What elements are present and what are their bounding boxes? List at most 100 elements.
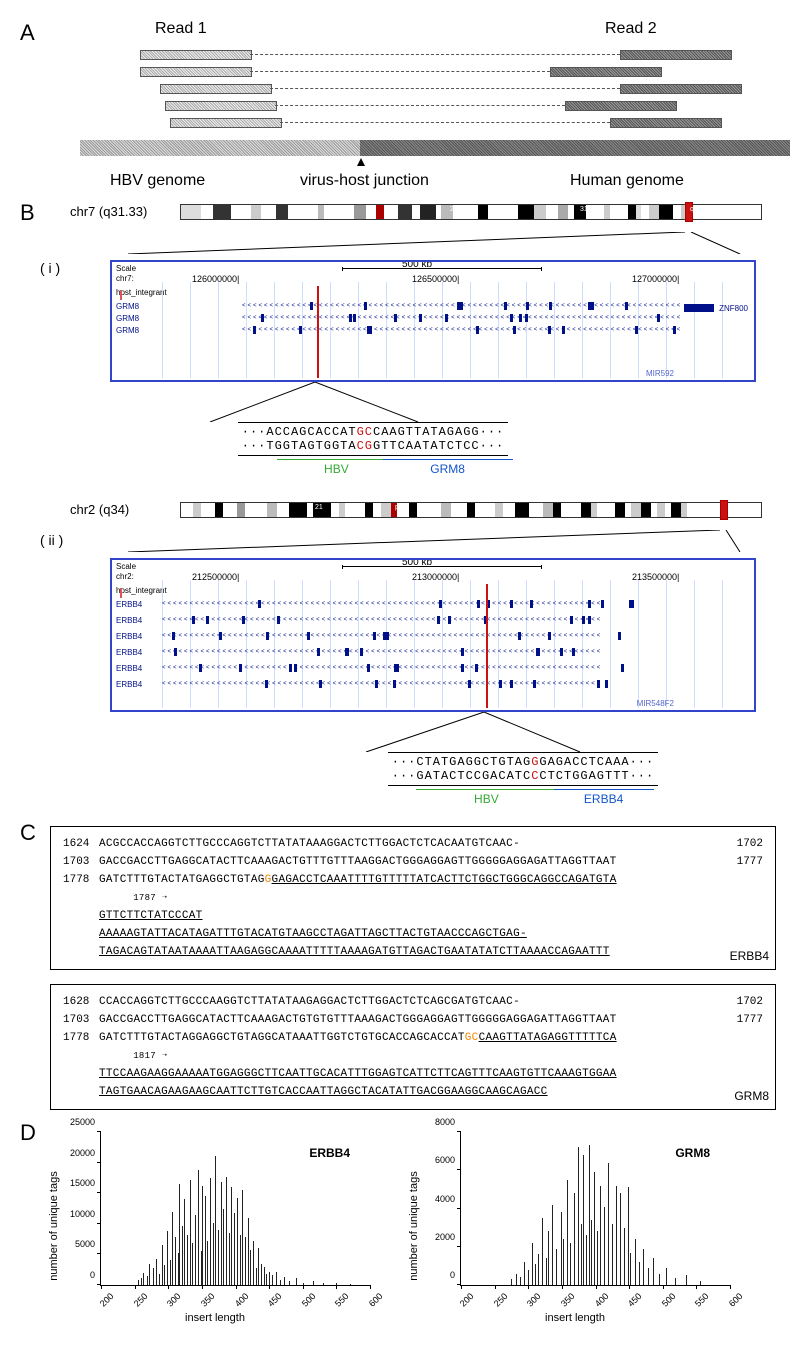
bar — [289, 1281, 290, 1285]
gene-track-label: ERBB4 — [116, 680, 142, 689]
ytick-label: 0 — [90, 1270, 95, 1280]
bar — [516, 1274, 517, 1285]
exon — [588, 616, 591, 624]
ideo-band — [181, 503, 193, 517]
ideo-band — [324, 205, 354, 219]
seq1-underlines: HBV GRM8 — [233, 459, 512, 478]
bar — [269, 1272, 270, 1285]
exon — [548, 326, 551, 334]
xtick — [696, 1285, 697, 1289]
xtick — [202, 1285, 203, 1289]
ideo-band — [215, 503, 223, 517]
ideo-band — [615, 503, 625, 517]
ytick-label: 4000 — [435, 1194, 455, 1204]
read1-block — [140, 67, 252, 77]
bar — [242, 1190, 243, 1285]
exon — [310, 302, 313, 310]
xtick — [495, 1285, 496, 1289]
host-label: host_integrant — [116, 586, 167, 595]
seq-num-right: 1777 — [727, 1011, 763, 1029]
ideo-band — [251, 205, 261, 219]
xtick-label: 200 — [98, 1291, 116, 1309]
exon — [174, 648, 177, 656]
bar — [303, 1283, 304, 1285]
bar — [574, 1193, 575, 1285]
bar — [563, 1239, 564, 1285]
bar — [207, 1241, 208, 1285]
exon — [192, 616, 195, 624]
bar — [159, 1274, 160, 1285]
ideo-band — [237, 503, 245, 517]
band-label: q33 — [690, 206, 702, 213]
exon — [629, 600, 632, 608]
gridline — [414, 580, 415, 708]
seq-text: GACCGACCTTGAGGCATACTTCAAAGACTGTGTGTTTAAA… — [99, 1011, 617, 1029]
exon — [562, 326, 565, 334]
bar — [570, 1243, 571, 1285]
bar — [616, 1186, 617, 1285]
exon — [537, 648, 540, 656]
bar — [597, 1231, 598, 1285]
seq-num-left: 1628 — [63, 993, 99, 1011]
gene-line: <<<<<<<<<<<<<<<<<<<<<<<<<<<<<<<<<<<<<<<<… — [162, 633, 632, 639]
ideo-band — [673, 205, 681, 219]
ideo-band — [681, 503, 687, 517]
bar — [223, 1209, 224, 1285]
ideo-band — [201, 205, 213, 219]
bar — [528, 1270, 529, 1285]
exon — [386, 632, 389, 640]
seq-text: GACCGACCTTGAGGCATACTTCAAAGACTGTTTGTTTAAG… — [99, 853, 617, 871]
read1-block — [160, 84, 272, 94]
read2-label: Read 2 — [605, 20, 657, 38]
gridline — [162, 282, 163, 378]
exon — [519, 314, 522, 322]
ytick-label: 8000 — [435, 1117, 455, 1127]
gridline — [498, 580, 499, 708]
coord-label: 126500000| — [412, 274, 459, 284]
band-label: 35 — [730, 206, 738, 213]
gridline — [190, 282, 191, 378]
exon — [570, 616, 573, 624]
exon — [219, 632, 222, 640]
integration-line — [486, 584, 488, 708]
panel-a-label: A — [20, 20, 35, 46]
seq-arrow-row: 1787 ➝ — [63, 889, 763, 907]
ideo-band — [597, 503, 615, 517]
ytick-label: 15000 — [70, 1178, 95, 1188]
bar — [143, 1273, 144, 1285]
gridline — [190, 580, 191, 708]
gene-line: <<<<<<<<<<<<<<<<<<<<<<<<<<<<<<<<<<<<<<<<… — [162, 617, 632, 623]
ideo-band — [553, 503, 561, 517]
exon — [448, 616, 451, 624]
seq-row: 1778GATCTTTGTACTATGAGGCTGTAGGGAGACCTCAAA… — [63, 871, 763, 889]
gridline — [694, 580, 695, 708]
bar — [583, 1155, 584, 1285]
ideo-band — [488, 205, 518, 219]
coord-label: 213500000| — [632, 572, 679, 582]
exon — [258, 600, 261, 608]
exon — [673, 326, 676, 334]
ideo-band — [277, 503, 289, 517]
exon — [277, 616, 280, 624]
exon — [394, 664, 397, 672]
exon — [394, 314, 397, 322]
scale-bar — [342, 566, 542, 567]
panel-b: chr7 (q31.33) 21.1131.1q333435 ( i ) Sca… — [50, 200, 776, 808]
bar — [256, 1268, 257, 1285]
ideo-band — [546, 205, 558, 219]
ideo-band — [467, 503, 475, 517]
gene-line: <<<<<<<<<<<<<<<<<<<<<<<<<<<<<<<<<<<<<<<<… — [162, 601, 632, 607]
seq-text: GATCTTTGTACTAGGAGGCTGTAGGCATAAATTGGTCTGT… — [99, 1029, 617, 1047]
xtick-label: 500 — [300, 1291, 318, 1309]
ideo-band — [354, 205, 366, 219]
gridline — [582, 580, 583, 708]
bar — [639, 1262, 640, 1285]
exon — [460, 302, 463, 310]
ideo-band — [417, 503, 441, 517]
ideo-band — [475, 503, 495, 517]
xtick — [730, 1285, 731, 1289]
bar — [511, 1279, 512, 1285]
gridline — [330, 580, 331, 708]
gridline — [722, 580, 723, 708]
chr7-ideogram — [180, 204, 762, 220]
